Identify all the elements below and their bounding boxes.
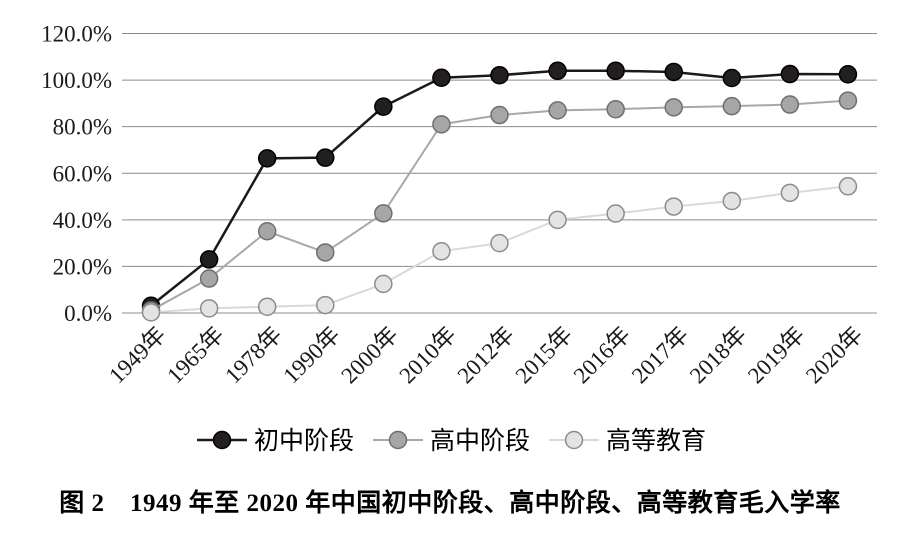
x-tick-label: 2020年 — [801, 322, 867, 388]
x-tick-label: 2012年 — [453, 322, 519, 388]
x-tick-label: 2000年 — [336, 322, 402, 388]
data-point — [838, 65, 858, 84]
data-point — [374, 204, 393, 223]
x-tick-label: 1990年 — [278, 322, 344, 388]
x-tick-label: 2015年 — [511, 322, 577, 388]
data-point — [606, 99, 625, 119]
data-point — [432, 115, 451, 134]
y-tick-label: 60.0% — [53, 161, 112, 186]
data-point — [257, 222, 277, 241]
legend-item-higher-education: 高等教育 — [549, 427, 706, 455]
legend-marker — [564, 430, 584, 450]
data-point — [199, 299, 219, 318]
series-junior-secondary — [141, 61, 858, 316]
data-point — [432, 242, 451, 261]
legend-item-senior-secondary: 高中阶段 — [373, 427, 530, 455]
data-point — [722, 96, 742, 116]
data-point — [780, 64, 800, 84]
data-point — [664, 197, 683, 216]
data-point — [722, 68, 742, 88]
x-tick-label: 1978年 — [220, 322, 286, 388]
data-point — [664, 62, 683, 82]
data-point — [780, 183, 800, 203]
legend-marker — [388, 430, 408, 450]
data-point — [664, 98, 683, 117]
y-tick-label: 120.0% — [41, 22, 112, 47]
x-tick-label: 1949年 — [104, 322, 170, 388]
data-point — [780, 95, 800, 114]
data-point — [374, 274, 393, 294]
x-axis-labels: 1949年1965年1978年1990年2000年2010年2012年2015年… — [104, 322, 867, 388]
data-point — [316, 148, 335, 167]
data-point — [722, 191, 742, 211]
enrollment-line-chart: 0.0% 20.0% 40.0% 60.0% 80.0% 100.0% 120.0% 1949… — [41, 22, 877, 455]
series-higher-education — [141, 177, 858, 322]
y-tick-label: 40.0% — [53, 208, 112, 233]
data-point — [838, 177, 858, 196]
x-tick-label: 2016年 — [569, 322, 635, 388]
data-point — [316, 295, 335, 315]
data-point — [374, 97, 393, 116]
legend-item-junior-secondary: 初中阶段 — [197, 427, 354, 455]
series-line — [150, 99, 849, 312]
data-point — [490, 65, 509, 85]
y-tick-label: 80.0% — [53, 115, 112, 140]
x-tick-label: 2018年 — [685, 322, 751, 388]
legend: 初中阶段 高中阶段 高等教育 — [197, 427, 706, 455]
data-point — [141, 303, 161, 322]
data-point — [606, 204, 625, 223]
x-tick-label: 2019年 — [743, 322, 809, 388]
data-point — [316, 243, 335, 262]
legend-label: 高等教育 — [606, 427, 706, 455]
legend-label: 初中阶段 — [254, 427, 354, 455]
y-tick-label: 0.0% — [64, 301, 112, 326]
x-tick-label: 2017年 — [627, 322, 693, 388]
figure-caption: 图 2 1949 年至 2020 年中国初中阶段、高中阶段、高等教育毛入学率 — [59, 490, 841, 517]
data-point — [548, 210, 567, 230]
data-point — [199, 269, 219, 288]
y-axis-labels: 0.0% 20.0% 40.0% 60.0% 80.0% 100.0% 120.0% — [41, 22, 112, 326]
data-point — [838, 91, 858, 110]
data-point — [548, 101, 567, 120]
data-point — [606, 61, 625, 81]
data-point — [199, 250, 219, 269]
x-tick-label: 1965年 — [162, 322, 228, 388]
y-tick-label: 20.0% — [53, 254, 112, 279]
data-point — [257, 149, 277, 168]
data-point — [257, 297, 277, 316]
y-tick-label: 100.0% — [41, 68, 112, 93]
data-point — [548, 61, 567, 81]
series-senior-secondary — [141, 91, 858, 320]
legend-label: 高中阶段 — [430, 427, 530, 455]
legend-marker — [212, 430, 232, 450]
data-point — [432, 68, 451, 88]
data-point — [490, 105, 509, 125]
data-point — [490, 233, 509, 253]
x-tick-label: 2010年 — [394, 322, 460, 388]
